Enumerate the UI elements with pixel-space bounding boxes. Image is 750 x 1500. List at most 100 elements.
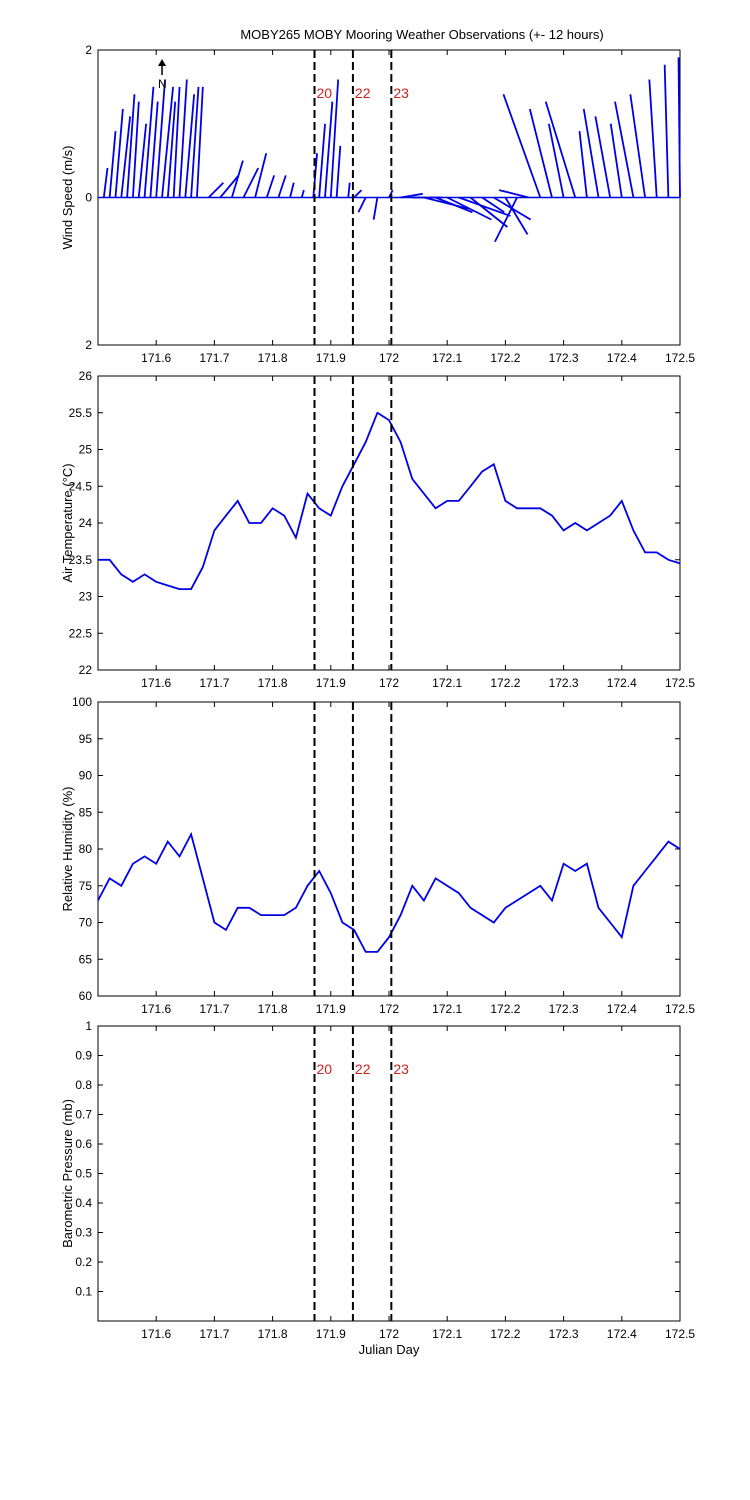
x-tick-label: 172 (379, 1327, 399, 1341)
wind-stick (196, 86, 204, 198)
y-tick-label: 0.8 (75, 1078, 92, 1092)
y-tick-label: 0.9 (75, 1049, 92, 1063)
y-tick-label: 100 (72, 695, 92, 709)
wind-stick (388, 189, 394, 198)
wind-stick (458, 196, 511, 217)
wind-stick (400, 192, 423, 199)
x-tick-label: 171.7 (199, 1327, 229, 1341)
wind-stick (230, 160, 244, 198)
y-axis-label: Wind Speed (m/s) (60, 145, 75, 249)
wind-stick (190, 86, 200, 198)
wind-stick (494, 197, 518, 243)
y-tick-label: 0.3 (75, 1226, 92, 1240)
x-tick-label: 172.1 (432, 351, 462, 365)
y-tick-label: 25.5 (69, 406, 93, 420)
wind-stick (347, 182, 351, 198)
wind-stick (324, 101, 334, 198)
wind-stick (108, 131, 117, 198)
x-tick-label: 171.9 (316, 676, 346, 690)
x-tick-label: 172.5 (665, 676, 695, 690)
panel-3: 171.6 171.7 171.8 171.9 172 172.1 172.2 172.3 17… (60, 695, 695, 1016)
y-tick-label: 26 (79, 369, 93, 383)
x-tick-label: 171.9 (316, 1002, 346, 1016)
x-tick-label: 172.5 (665, 1002, 695, 1016)
y-axis-label: Air Temperature (°C) (60, 463, 75, 582)
y-tick-label: 0.6 (75, 1137, 92, 1151)
x-tick-label: 172.4 (607, 1002, 637, 1016)
wind-stick (166, 101, 177, 198)
y-tick-label: 0.5 (75, 1167, 92, 1181)
y-axis-label: Barometric Pressure (mb) (60, 1099, 75, 1248)
wind-stick (353, 189, 363, 199)
y-tick-label: 23.5 (69, 553, 93, 567)
axes-box (97, 1025, 681, 1322)
x-tick-label: 172.5 (665, 1327, 695, 1341)
x-tick-label: 171.9 (316, 1327, 346, 1341)
wind-stick (594, 116, 612, 198)
y-tick-label: 23 (79, 590, 93, 604)
wind-stick (648, 79, 658, 198)
north-arrow-label: N (158, 77, 167, 91)
marker-hour-label: 20 (317, 1061, 333, 1077)
wind-stick (132, 101, 140, 198)
x-tick-label: 172.1 (432, 1002, 462, 1016)
x-tick-label: 171.7 (199, 676, 229, 690)
x-tick-label: 171.8 (258, 1327, 288, 1341)
axes-box (97, 701, 681, 997)
series-line (98, 411, 681, 590)
axes-box (97, 375, 681, 671)
y-tick-label: 22.5 (69, 626, 93, 640)
wind-stick (504, 197, 529, 235)
wind-stick (207, 182, 224, 199)
x-tick-label: 172.2 (490, 676, 520, 690)
x-tick-label: 171.6 (141, 351, 171, 365)
x-tick-label: 172 (379, 351, 399, 365)
x-tick-label: 172.5 (665, 351, 695, 365)
wind-stick (114, 108, 124, 198)
y-tick-label: 0 (85, 191, 92, 205)
x-tick-label: 171.6 (141, 676, 171, 690)
x-tick-label: 172.2 (490, 1327, 520, 1341)
y-tick-label: 2 (85, 338, 92, 352)
marker-hour-label: 22 (355, 85, 371, 101)
x-tick-label: 172.3 (549, 676, 579, 690)
wind-stick (277, 175, 287, 198)
wind-stick (335, 145, 342, 198)
wind-stick (137, 123, 148, 198)
y-tick-label: 0.4 (75, 1196, 92, 1210)
x-tick-label: 172.4 (607, 676, 637, 690)
x-tick-label: 171.8 (258, 351, 288, 365)
north-arrow-head (158, 59, 167, 66)
x-tick-label: 171.8 (258, 676, 288, 690)
x-tick-label: 172.2 (490, 351, 520, 365)
wind-stick (481, 196, 505, 213)
y-tick-label: 95 (79, 732, 93, 746)
y-tick-label: 0.1 (75, 1285, 92, 1299)
x-tick-label: 172.4 (607, 1327, 637, 1341)
wind-stick (446, 196, 492, 221)
wind-stick (178, 79, 188, 198)
x-tick-label: 171.9 (316, 351, 346, 365)
wind-stick (677, 57, 681, 198)
wind-stick (102, 167, 109, 198)
marker-hour-label: 20 (317, 85, 333, 101)
y-tick-label: 24 (79, 516, 93, 530)
wind-stick (357, 197, 367, 213)
y-tick-label: 0.7 (75, 1108, 92, 1122)
x-tick-label: 172.1 (432, 676, 462, 690)
wind-stick (528, 108, 553, 198)
marker-hour-label: 22 (355, 1061, 371, 1077)
y-tick-label: 85 (79, 805, 93, 819)
wind-stick (318, 123, 326, 198)
x-tick-label: 172 (379, 676, 399, 690)
wind-stick (469, 196, 508, 228)
wind-stick (300, 189, 305, 198)
x-tick-label: 171.6 (141, 1327, 171, 1341)
series-line (97, 831, 681, 953)
x-tick-label: 171.6 (141, 1002, 171, 1016)
wind-stick (435, 196, 473, 214)
x-tick-label: 171.7 (199, 1002, 229, 1016)
wind-stick (663, 64, 670, 198)
y-tick-label: 24.5 (69, 479, 93, 493)
wind-stick (502, 93, 542, 198)
